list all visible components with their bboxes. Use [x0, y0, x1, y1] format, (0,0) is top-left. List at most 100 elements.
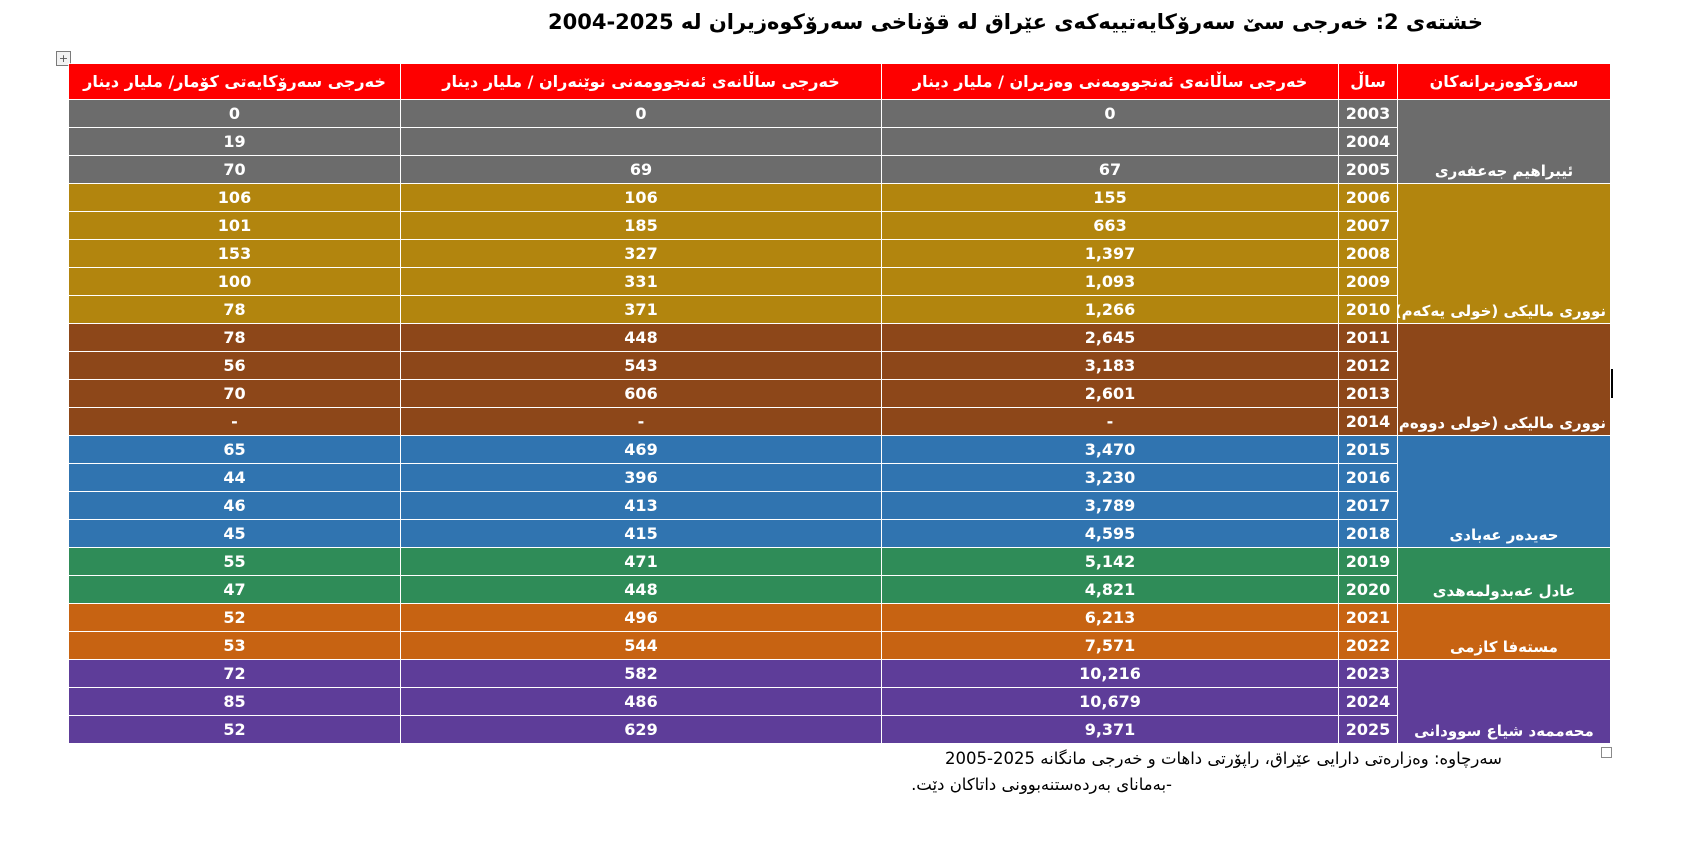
presidency-cell: 100 [68, 267, 401, 296]
parliament-cell: 629 [400, 715, 882, 744]
header-row: سەرۆکوەزیرانەکان ساڵ خەرجی ساڵانەی ئەنجو… [68, 63, 1611, 100]
table-row: 2005 67 69 70 [68, 155, 1611, 184]
ministers-cell [881, 127, 1339, 156]
pm-name-cell: نووری مالیکی (خولی یەکەم) [1397, 183, 1611, 324]
year-cell: 2009 [1338, 267, 1398, 296]
year-cell: 2011 [1338, 323, 1398, 352]
presidency-cell: 85 [68, 687, 401, 716]
ministers-cell: 1,093 [881, 267, 1339, 296]
ministers-cell: 0 [881, 99, 1339, 128]
presidency-cell: 106 [68, 183, 401, 212]
parliament-cell: 543 [400, 351, 882, 380]
presidency-cell: 101 [68, 211, 401, 240]
pm-name-cell: ئیبراهیم جەعفەری [1397, 99, 1611, 184]
year-cell: 2018 [1338, 519, 1398, 548]
parliament-cell: 371 [400, 295, 882, 324]
year-cell: 2010 [1338, 295, 1398, 324]
parliament-cell: 448 [400, 323, 882, 352]
year-cell: 2013 [1338, 379, 1398, 408]
year-cell: 2012 [1338, 351, 1398, 380]
table-resize-handle-icon[interactable] [1601, 747, 1612, 758]
presidency-cell: 47 [68, 575, 401, 604]
table-row: 2024 10,679 486 85 [68, 687, 1611, 716]
table-row: 2004 19 [68, 127, 1611, 156]
presidency-cell: 46 [68, 491, 401, 520]
pm-name-cell: محەممەد شیاع سوودانی [1397, 659, 1611, 744]
ministers-cell: 6,213 [881, 603, 1339, 632]
parliament-cell: 415 [400, 519, 882, 548]
year-cell: 2019 [1338, 547, 1398, 576]
move-handle-glyph: + [58, 52, 69, 65]
ministers-cell: 7,571 [881, 631, 1339, 660]
year-cell: 2024 [1338, 687, 1398, 716]
table-row: 2010 1,266 371 78 [68, 295, 1611, 324]
table-move-handle-icon[interactable]: + [56, 51, 71, 66]
parliament-cell: 471 [400, 547, 882, 576]
year-cell: 2006 [1338, 183, 1398, 212]
ministers-cell: 3,183 [881, 351, 1339, 380]
source-line-2: -بەمانای بەردەستنەبوونی داتاکان دێت. [911, 775, 1172, 795]
table-row: نووری مالیکی (خولی دووەم) 2011 2,645 448 78 [68, 323, 1611, 436]
presidency-cell: 70 [68, 379, 401, 408]
year-cell: 2007 [1338, 211, 1398, 240]
presidency-cell: 72 [68, 659, 401, 688]
year-cell: 2017 [1338, 491, 1398, 520]
table-row: 2014- - - [68, 407, 1611, 436]
header-pm: سەرۆکوەزیرانەکان [1397, 63, 1611, 100]
ministers-cell: 9,371 [881, 715, 1339, 744]
table-row: 2016 3,230 396 44 [68, 463, 1611, 492]
ministers-cell: 10,679 [881, 687, 1339, 716]
presidency-cell: 53 [68, 631, 401, 660]
year-cell: 2025 [1338, 715, 1398, 744]
pm-name-cell: نووری مالیکی (خولی دووەم) [1397, 323, 1611, 436]
year-cell: 2015 [1338, 435, 1398, 464]
year-cell: 2020 [1338, 575, 1398, 604]
table-row: 2007 663 185 101 [68, 211, 1611, 240]
table-row: مستەفا کازمی 2021 6,213 496 52 [68, 603, 1611, 660]
year-cell: 2022 [1338, 631, 1398, 660]
ministers-cell: - [881, 407, 1339, 436]
table-row: عادل عەبدولمەهدی 2019 5,142 471 55 [68, 547, 1611, 604]
presidency-cell: 52 [68, 715, 401, 744]
ministers-cell: 1,266 [881, 295, 1339, 324]
header-presidency: خەرجی سەرۆکایەتی کۆمار/ ملیار دینار [68, 63, 401, 100]
year-cell: 2016 [1338, 463, 1398, 492]
table-row: 2017 3,789 413 46 [68, 491, 1611, 520]
parliament-cell [400, 127, 882, 156]
year-cell: 2004 [1338, 127, 1398, 156]
parliament-cell: 469 [400, 435, 882, 464]
presidency-cell: - [68, 407, 401, 436]
header-parliament: خەرجی ساڵانەی ئەنجوومەنی نوێنەران / ملیا… [400, 63, 882, 100]
parliament-cell: 448 [400, 575, 882, 604]
table-row: 2018 4,595 415 45 [68, 519, 1611, 548]
table-row: نووری مالیکی (خولی یەکەم) 2006 155 106 106 [68, 183, 1611, 324]
source-line-1: سەرچاوە: وەزارەتی دارایی عێراق، راپۆرتی … [945, 749, 1502, 768]
year-cell: 2008 [1338, 239, 1398, 268]
table-row: 2025 9,371 629 52 [68, 715, 1611, 744]
table-row: 2022 7,571 544 53 [68, 631, 1611, 660]
presidency-cell: 55 [68, 547, 401, 576]
presidency-cell: 78 [68, 295, 401, 324]
table-row: ئیبراهیم جەعفەری 2003 0 0 0 [68, 99, 1611, 184]
source-note: سەرچاوە: وەزارەتی دارایی عێراق، راپۆرتی … [911, 746, 1502, 799]
header-year: ساڵ [1338, 63, 1398, 100]
presidency-cell: 78 [68, 323, 401, 352]
year-cell: 2005 [1338, 155, 1398, 184]
presidency-cell: 44 [68, 463, 401, 492]
parliament-cell: - [400, 407, 882, 436]
parliament-cell: 327 [400, 239, 882, 268]
parliament-cell: 606 [400, 379, 882, 408]
ministers-cell: 3,470 [881, 435, 1339, 464]
expenses-table: سەرۆکوەزیرانەکان ساڵ خەرجی ساڵانەی ئەنجو… [68, 63, 1611, 744]
table-row: 2009 1,093 331 100 [68, 267, 1611, 296]
parliament-cell: 582 [400, 659, 882, 688]
ministers-cell: 4,595 [881, 519, 1339, 548]
ministers-cell: 67 [881, 155, 1339, 184]
presidency-cell: 45 [68, 519, 401, 548]
parliament-cell: 544 [400, 631, 882, 660]
table-row: حەیدەر عەبادی 2015 3,470 469 65 [68, 435, 1611, 548]
presidency-cell: 19 [68, 127, 401, 156]
presidency-cell: 56 [68, 351, 401, 380]
parliament-cell: 0 [400, 99, 882, 128]
